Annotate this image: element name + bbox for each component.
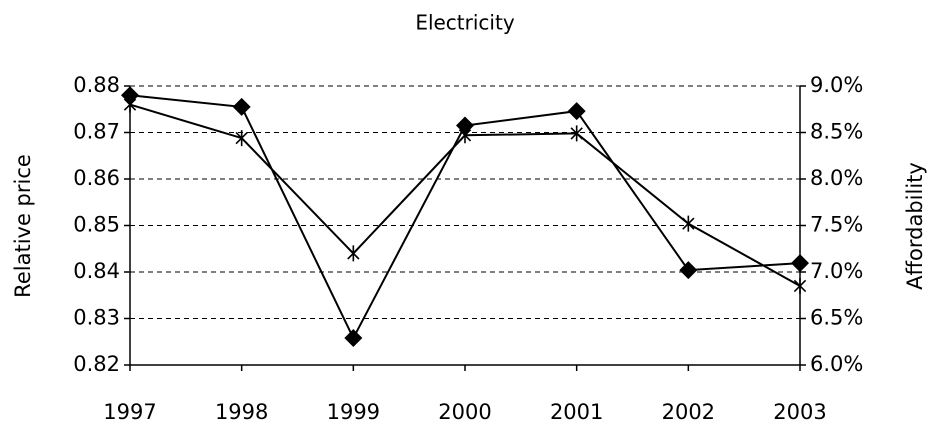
point-marker bbox=[567, 102, 586, 121]
y-tick-label: 0.86 bbox=[73, 166, 120, 190]
x-tick-label: 2002 bbox=[662, 400, 715, 424]
point-marker bbox=[458, 127, 472, 144]
x-tick-label: 1998 bbox=[215, 400, 268, 424]
y2-tick-label: 9.0% bbox=[810, 73, 863, 97]
point-marker bbox=[232, 97, 251, 116]
point-marker bbox=[235, 130, 248, 147]
y-tick-label: 0.85 bbox=[73, 213, 120, 237]
x-tick-label: 1997 bbox=[103, 400, 156, 424]
point-marker bbox=[679, 261, 698, 280]
y-tick-label: 0.87 bbox=[73, 120, 120, 144]
x-tick-label: 2001 bbox=[550, 400, 603, 424]
y2-tick-label: 8.0% bbox=[810, 166, 863, 190]
y-tick-label: 0.84 bbox=[73, 259, 120, 283]
chart-title: Electricity bbox=[415, 11, 515, 35]
y2-tick-label: 6.0% bbox=[810, 352, 863, 376]
y2-tick-label: 7.5% bbox=[810, 213, 863, 237]
y-tick-label: 0.82 bbox=[73, 352, 120, 376]
x-tick-label: 1999 bbox=[327, 400, 380, 424]
y2-tick-label: 8.5% bbox=[810, 120, 863, 144]
y2-tick-label: 6.5% bbox=[810, 306, 863, 330]
y2-axis-label: Affordability bbox=[903, 162, 927, 290]
point-marker bbox=[123, 96, 137, 113]
point-marker bbox=[793, 277, 807, 294]
y2-tick-label: 7.0% bbox=[810, 259, 863, 283]
x-tick-label: 2000 bbox=[438, 400, 491, 424]
x-tick-label: 2003 bbox=[773, 400, 826, 424]
point-marker bbox=[344, 329, 363, 348]
y-tick-label: 0.83 bbox=[73, 306, 120, 330]
y-axis-label: Relative price bbox=[11, 154, 35, 298]
point-marker bbox=[570, 125, 583, 142]
y-tick-label: 0.88 bbox=[73, 73, 120, 97]
point-marker bbox=[682, 215, 695, 232]
point-marker bbox=[791, 254, 809, 273]
point-marker bbox=[347, 245, 360, 262]
